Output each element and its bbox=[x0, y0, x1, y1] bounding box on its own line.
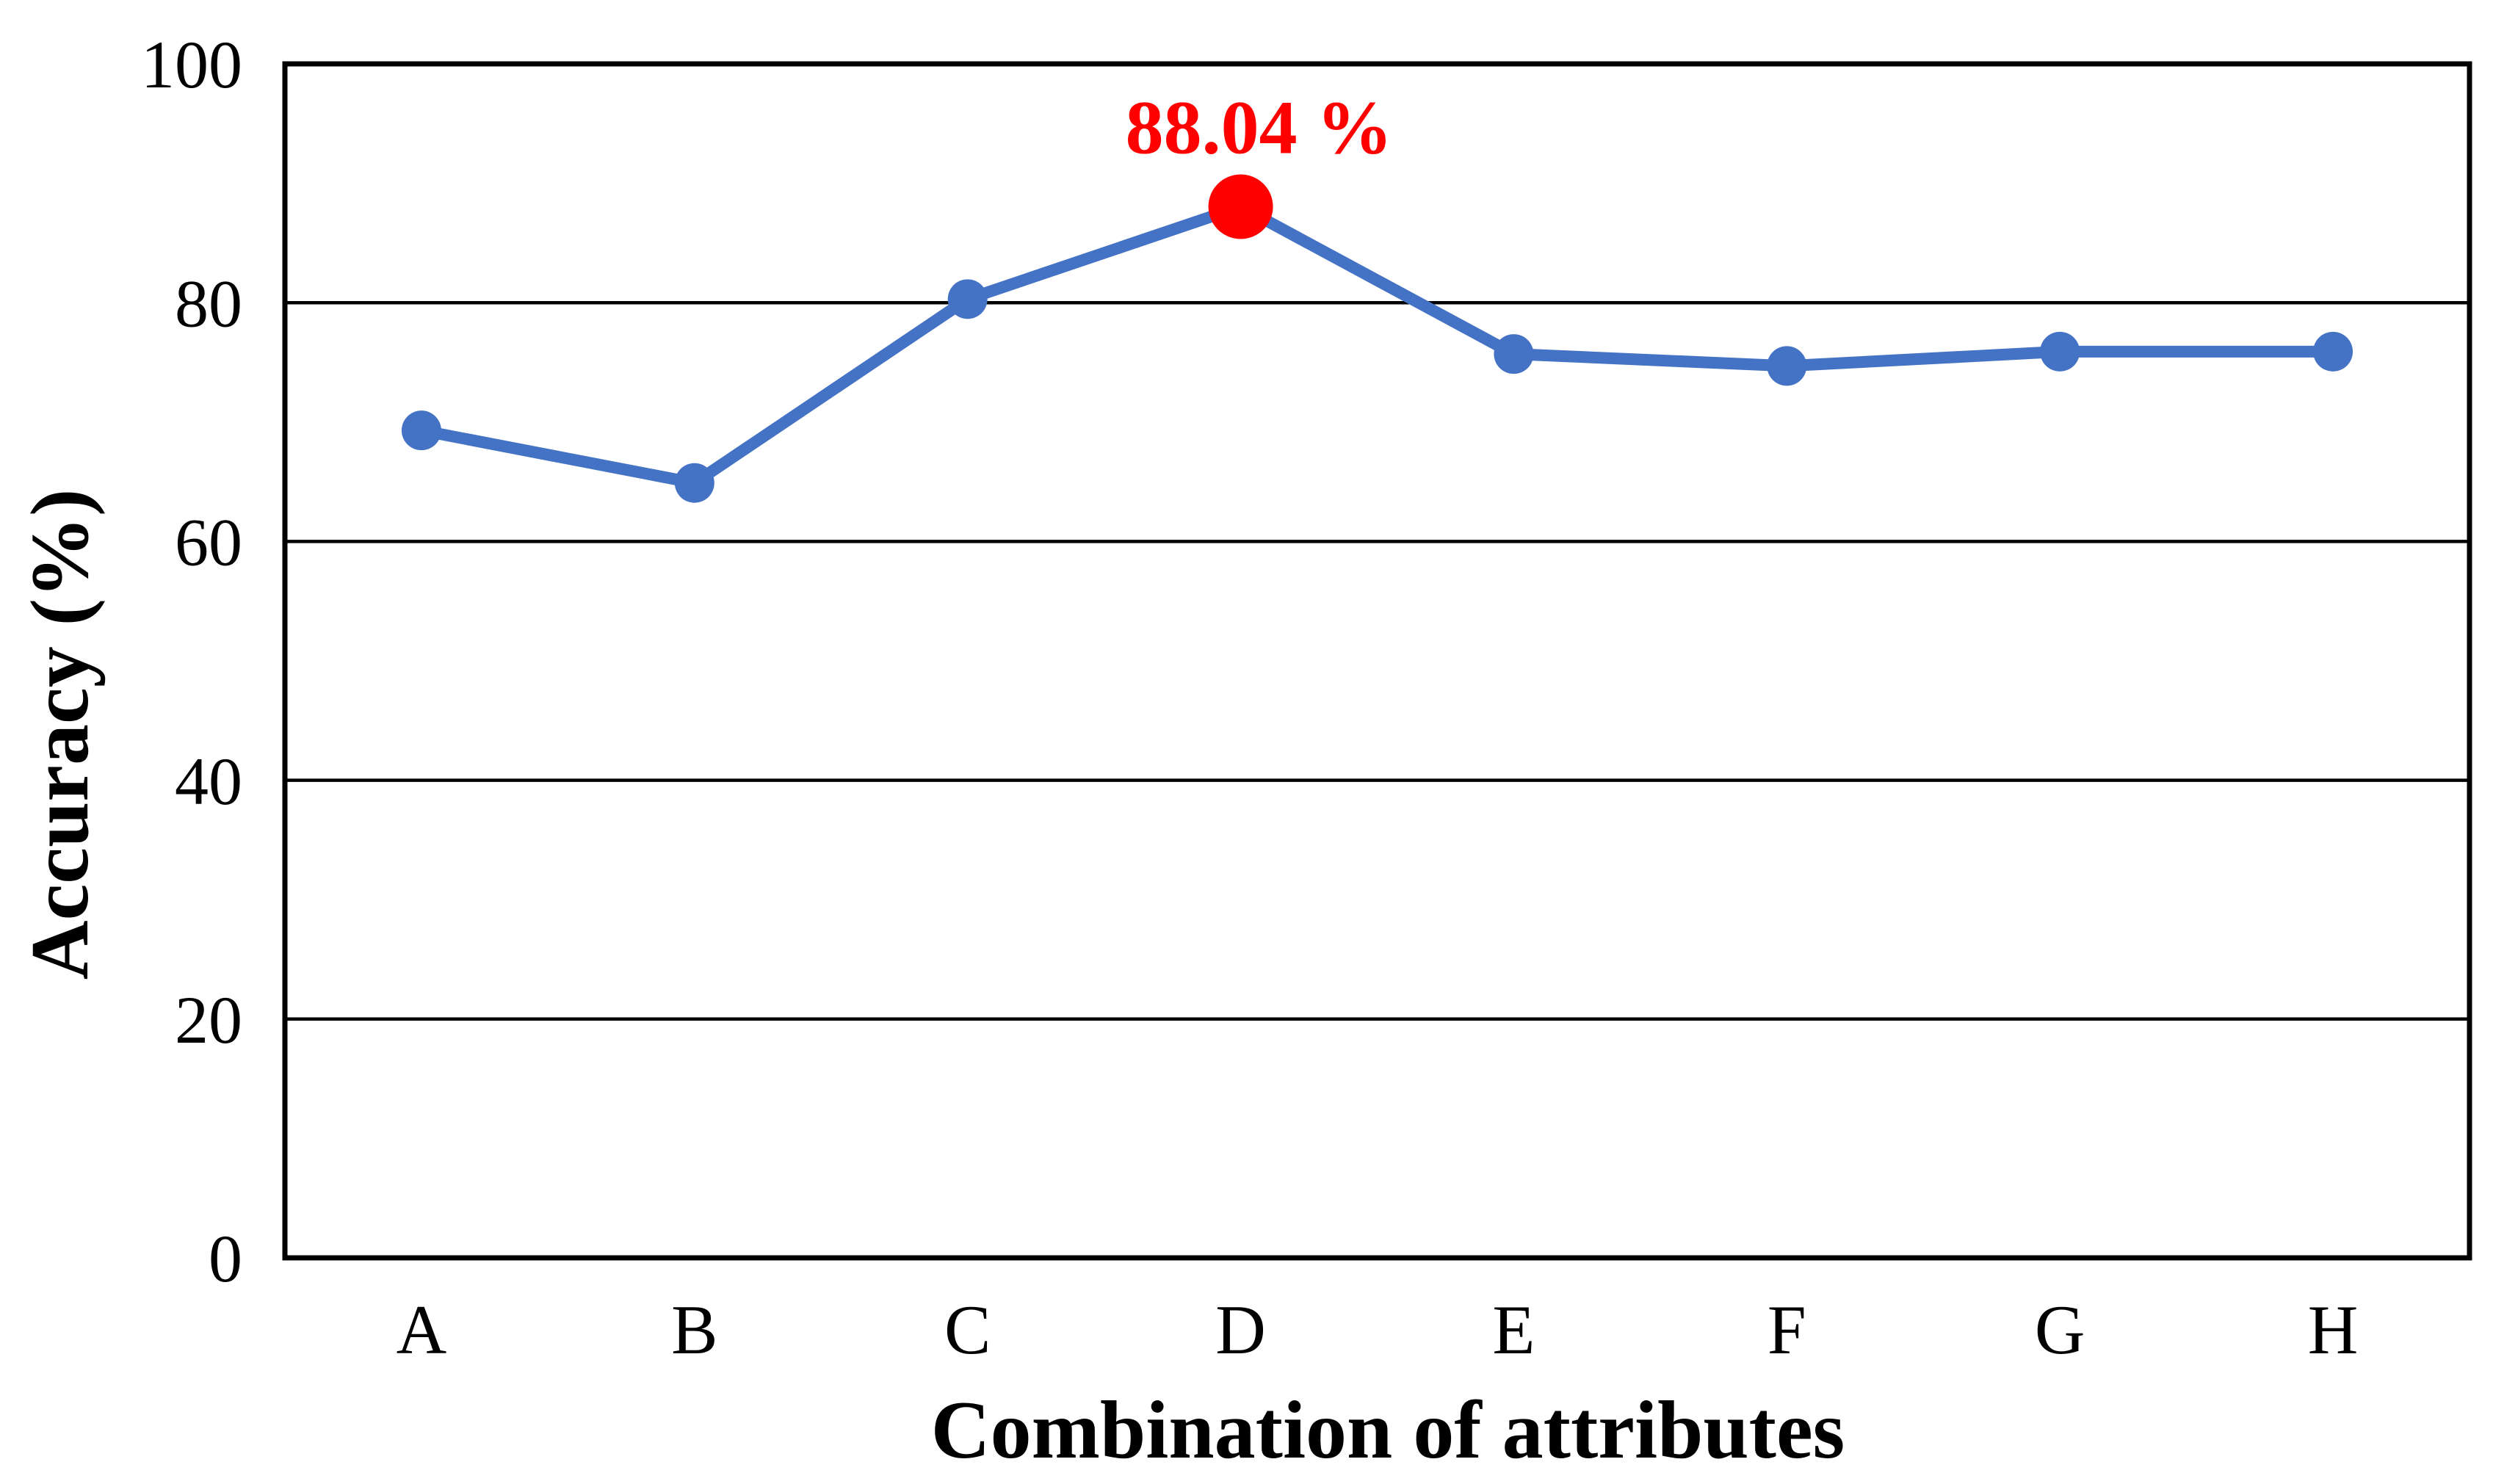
series-line-accuracy bbox=[415, 200, 2340, 489]
y-tick-label-0: 0 bbox=[209, 1221, 242, 1296]
data-point-A bbox=[401, 410, 441, 451]
x-category-label-G: G bbox=[2035, 1291, 2085, 1369]
y-tick-label-20: 20 bbox=[175, 982, 242, 1057]
x-category-label-H: H bbox=[2308, 1291, 2359, 1369]
y-tick-label-100: 100 bbox=[141, 27, 242, 102]
x-category-label-B: B bbox=[671, 1291, 717, 1369]
y-tick-label-60: 60 bbox=[175, 505, 242, 580]
data-point-C bbox=[947, 279, 988, 319]
x-category-label-C: C bbox=[944, 1291, 991, 1369]
data-point-F bbox=[1767, 346, 1807, 386]
x-axis-title: Combination of attributes bbox=[930, 1385, 1845, 1476]
data-point-H bbox=[2313, 331, 2353, 372]
plot-border bbox=[282, 61, 2472, 1261]
data-point-G bbox=[2040, 331, 2080, 372]
data-point-D-highlighted bbox=[1208, 174, 1273, 239]
x-category-label-E: E bbox=[1492, 1291, 1535, 1369]
y-axis-title: Accuracy (%) bbox=[15, 488, 106, 980]
x-category-label-F: F bbox=[1767, 1291, 1806, 1369]
data-point-E bbox=[1494, 334, 1534, 374]
y-tick-label-80: 80 bbox=[175, 266, 242, 341]
x-category-label-D: D bbox=[1215, 1291, 1266, 1369]
data-point-B bbox=[674, 463, 714, 503]
y-tick-label-40: 40 bbox=[175, 744, 242, 819]
x-category-label-A: A bbox=[397, 1291, 447, 1369]
highlight-value-label: 88.04 % bbox=[1126, 85, 1393, 170]
